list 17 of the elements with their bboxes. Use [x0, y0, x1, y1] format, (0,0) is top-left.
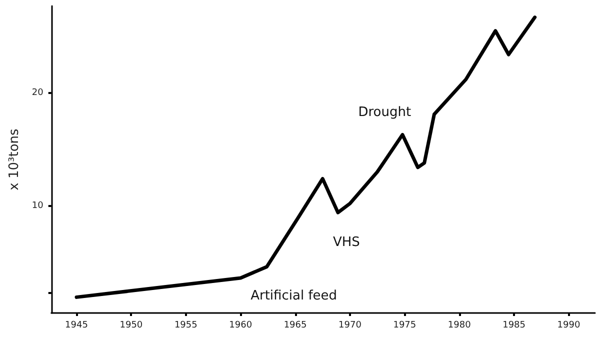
annotation: Artificial feed	[250, 288, 338, 304]
x-tick-label: 1965	[284, 320, 307, 330]
x-tick-label: 1985	[502, 320, 526, 330]
y-tick-label: 20	[32, 88, 44, 98]
x-tick-label: 1980	[448, 320, 472, 330]
x-tick-label: 1950	[120, 320, 143, 330]
x-tick-label: 1945	[65, 320, 88, 330]
y-tick-label: 10	[32, 200, 44, 211]
annotation: VHS	[332, 235, 360, 250]
annotation: Drought	[358, 104, 412, 120]
line-series	[74, 16, 537, 299]
x-tick-label: 1975	[393, 320, 416, 330]
x-tick-label: 1955	[174, 320, 198, 330]
x-tick-label: 1960	[229, 320, 252, 330]
x-tick-label: 1990	[557, 320, 580, 330]
y-axis-title: x 10³tons	[7, 128, 22, 190]
x-tick-label: 1970	[338, 320, 362, 330]
